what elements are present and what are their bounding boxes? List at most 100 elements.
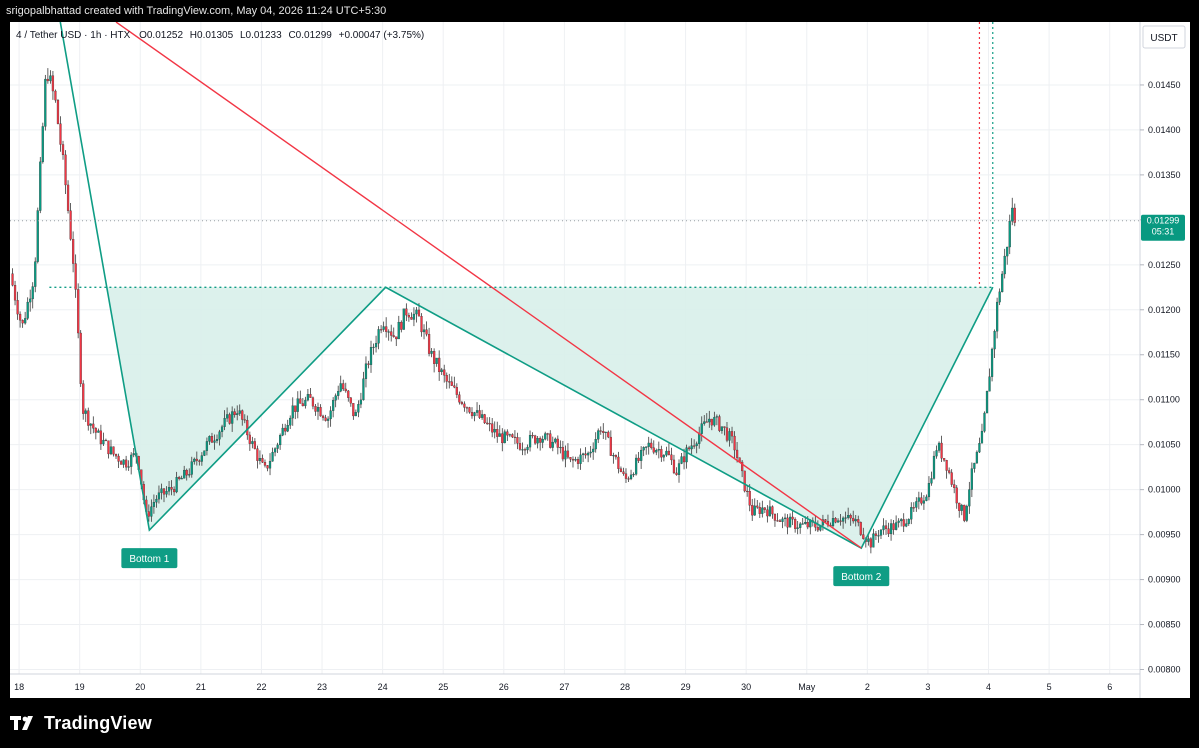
candle-body: [31, 286, 34, 300]
candle-body: [210, 436, 214, 443]
candle-body: [786, 517, 789, 528]
candle-body: [314, 406, 317, 412]
candle-body: [36, 210, 39, 262]
candle-body: [587, 452, 590, 456]
candle-body: [728, 431, 731, 441]
candle-body: [354, 412, 357, 417]
candle-body: [804, 522, 807, 524]
candle-body: [619, 468, 623, 472]
candle-body: [420, 316, 423, 333]
candle-body: [390, 331, 393, 336]
chart-panel[interactable]: Bottom 1 Bottom 2 4 / Tether USD · 1h · H…: [10, 22, 1190, 698]
candle-body: [599, 430, 602, 432]
candle-body: [488, 423, 491, 425]
candle-body: [990, 348, 994, 377]
candle-body: [397, 321, 400, 340]
candle-body: [576, 459, 580, 464]
candle-body: [334, 395, 337, 401]
candle-body: [438, 357, 441, 373]
candle-body: [746, 490, 749, 492]
candle-body: [539, 438, 542, 443]
candle-body: [733, 435, 736, 451]
candle-body: [763, 507, 766, 510]
candle-body: [569, 457, 572, 460]
candle-body: [422, 329, 426, 333]
candle-body: [458, 394, 461, 403]
candle-body: [756, 505, 759, 508]
candle-body: [89, 423, 92, 426]
candle-body: [49, 75, 52, 82]
candle-body: [339, 383, 342, 392]
tradingview-brand[interactable]: TradingView: [10, 712, 152, 734]
candle-body: [82, 383, 85, 414]
candle-body: [604, 431, 607, 433]
candle-body: [352, 403, 355, 417]
candle-body: [831, 518, 835, 527]
candle-body: [195, 458, 198, 461]
candle-body: [1013, 207, 1016, 223]
symbol-legend: 4 / Tether USD · 1h · HTX O0.01252 H0.01…: [16, 30, 424, 41]
candle-body: [99, 430, 102, 445]
candle-body: [523, 449, 527, 451]
candle-body: [367, 363, 370, 365]
candle-body: [609, 436, 612, 456]
candle-body: [241, 410, 244, 420]
candle-body: [180, 478, 183, 480]
candle-body: [349, 397, 352, 404]
candle-body: [781, 518, 784, 522]
candle-body: [594, 439, 597, 450]
candle-body: [284, 427, 287, 432]
candle-body: [39, 161, 42, 211]
candle-body: [170, 487, 173, 490]
candle-body: [213, 440, 216, 443]
candle-body: [778, 520, 782, 522]
candle-body: [478, 410, 481, 418]
candle-body: [748, 491, 751, 506]
candle-body: [450, 381, 453, 386]
double-bottom-pattern[interactable]: [49, 286, 993, 549]
candle-body: [306, 394, 310, 401]
price-tick-label: 0.00800: [1148, 665, 1181, 675]
candle-body: [564, 450, 567, 460]
candle-body: [425, 329, 428, 335]
candle-body: [324, 417, 327, 421]
candle-body: [433, 351, 436, 364]
candle-body: [152, 502, 156, 507]
candle-body: [46, 78, 49, 82]
price-axis-ticks: 0.00800 0.00850 0.00900 0.00950 0.01000 0.010…: [1140, 80, 1181, 675]
candle-body: [730, 431, 734, 437]
candle-body: [783, 517, 787, 520]
time-tick-label: 30: [741, 682, 751, 692]
candle-body: [980, 430, 984, 444]
currency-button[interactable]: [1142, 25, 1186, 49]
credit-text: srigopalbhattad created with TradingView…: [6, 5, 387, 17]
bottom2-label-bg: [833, 566, 890, 587]
candle-body: [374, 343, 378, 348]
candle-body: [725, 427, 729, 441]
candle-body: [117, 455, 120, 462]
candle-body: [430, 351, 433, 354]
candle-body: [309, 394, 312, 398]
candle-body: [597, 430, 600, 440]
ohlc-change: +0.00047 (+3.75%): [339, 30, 425, 41]
candle-body: [231, 411, 234, 424]
candle-body: [226, 414, 229, 419]
candle-body: [940, 442, 943, 459]
candle-body: [932, 455, 936, 479]
candle-body: [824, 519, 827, 522]
candle-body: [84, 410, 87, 414]
pattern-lines[interactable]: [10, 22, 1140, 550]
candle-body: [882, 525, 885, 531]
candle-body: [183, 469, 186, 479]
candle-body: [965, 505, 968, 521]
candle-body: [233, 411, 236, 416]
candle-body: [286, 425, 289, 432]
bottom2-label: Bottom 2: [833, 566, 890, 587]
candle-body: [385, 326, 388, 332]
price-chart[interactable]: Bottom 1 Bottom 2 4 / Tether USD · 1h · H…: [10, 22, 1190, 698]
currency-label[interactable]: USDT: [1150, 33, 1177, 44]
candle-body: [155, 498, 158, 503]
candle-body: [405, 308, 408, 316]
candle-body: [629, 474, 633, 480]
price-tick-label: 0.01250: [1148, 260, 1181, 270]
